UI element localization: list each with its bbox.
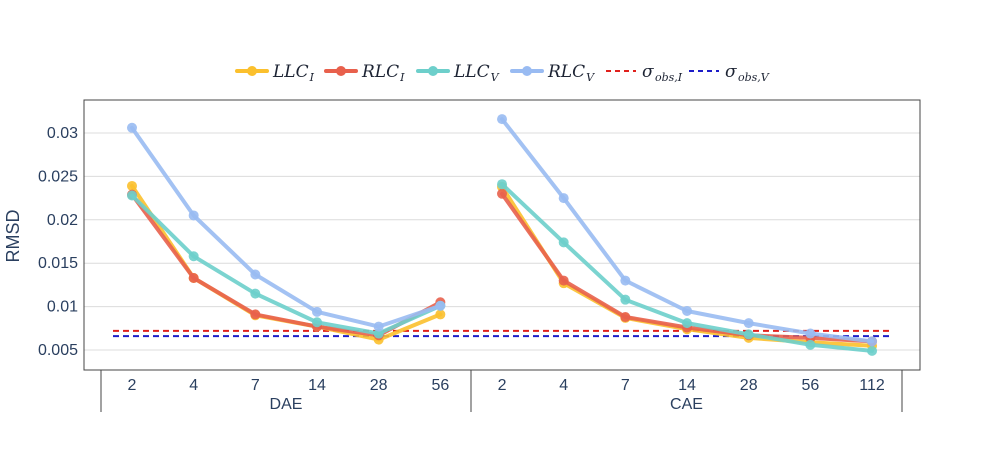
y-tick-label: 0.01 [47,299,78,316]
legend-item: LLC I [235,62,315,84]
y-tick-label: 0.005 [38,342,78,359]
data-point [127,122,137,133]
legend-item: RLC I [324,62,405,84]
legend-label: σ [725,62,737,82]
data-point [497,188,508,199]
data-point [250,288,261,299]
legend-swatch-marker [428,66,438,76]
legend-label-subscript: I [309,71,315,84]
x-tick-label: 7 [621,377,630,394]
x-tick-label: 4 [559,377,568,394]
data-point [127,190,137,201]
data-point [558,193,569,204]
y-tick-label: 0.02 [47,212,78,229]
data-point [127,180,137,191]
data-point [805,328,816,339]
x-tick-label: 2 [498,377,507,394]
legend-item: σ obs,V [689,62,770,84]
data-point [497,114,508,125]
legend-item: RLC V [510,62,595,84]
legend-label: RLC [547,62,585,82]
data-point [188,210,199,221]
x-tick-label: 56 [801,377,819,394]
y-axis: 0.005 0.01 0.015 0.02 0.025 0.03 [38,125,78,359]
legend-label-subscript: V [491,71,500,84]
legend-label-subscript: V [586,71,595,84]
data-point [620,294,631,305]
y-tick-label: 0.015 [38,255,78,272]
data-point [743,329,754,340]
legend-label-subscript: obs,V [738,71,770,84]
group-label: CAE [670,396,703,413]
legend-swatch-marker [247,66,257,76]
plot-area-frame [83,99,921,371]
legend-item: σ obs,I [606,62,683,84]
data-point [312,306,323,317]
legend-label-subscript: I [399,71,405,84]
series-line [130,125,443,329]
legend-label: LLC [453,62,490,82]
legend-label: RLC [361,62,399,82]
legend-label-subscript: obs,I [655,71,683,84]
x-tick-label: 4 [189,377,198,394]
data-point [682,318,693,329]
x-tick-label: 56 [431,377,449,394]
x-tick-label: 28 [370,377,388,394]
x-axis: 2 4 7 14 28 56 DAE 2 4 7 14 28 56 112 CAE [100,370,903,413]
data-point [867,336,878,347]
series-line [130,192,443,338]
x-tick-label: 2 [128,377,137,394]
data-point [497,179,508,190]
legend-swatch-marker [336,66,346,76]
data-point [682,305,693,316]
x-tick-label: 14 [308,377,326,394]
x-tick-label: 7 [251,377,260,394]
x-tick-label: 112 [859,377,885,394]
data-point [867,345,878,356]
data-point [743,318,754,329]
data-point [620,312,631,323]
y-tick-label: 0.025 [38,168,78,185]
data-point [620,275,631,286]
legend-swatch-marker [522,66,532,76]
data-point [312,317,323,328]
data-point [188,251,199,262]
x-tick-label: 28 [740,377,758,394]
series-layer [127,114,878,356]
legend-label: LLC [272,62,309,82]
legend-label: σ [642,62,654,82]
series-line [130,193,443,336]
y-axis-title: RMSD [3,210,23,263]
data-point [373,328,384,339]
group-label: DAE [270,396,303,413]
data-point [188,272,199,283]
data-point [250,309,261,320]
data-point [250,269,261,280]
data-point [805,339,816,350]
grid [84,132,920,351]
data-point [558,237,569,248]
data-point [435,300,446,311]
y-tick-label: 0.03 [47,125,78,142]
legend-item: LLC V [416,62,500,84]
data-point [373,321,384,332]
data-point [558,275,569,286]
x-tick-label: 14 [678,377,696,394]
data-point [435,309,446,320]
